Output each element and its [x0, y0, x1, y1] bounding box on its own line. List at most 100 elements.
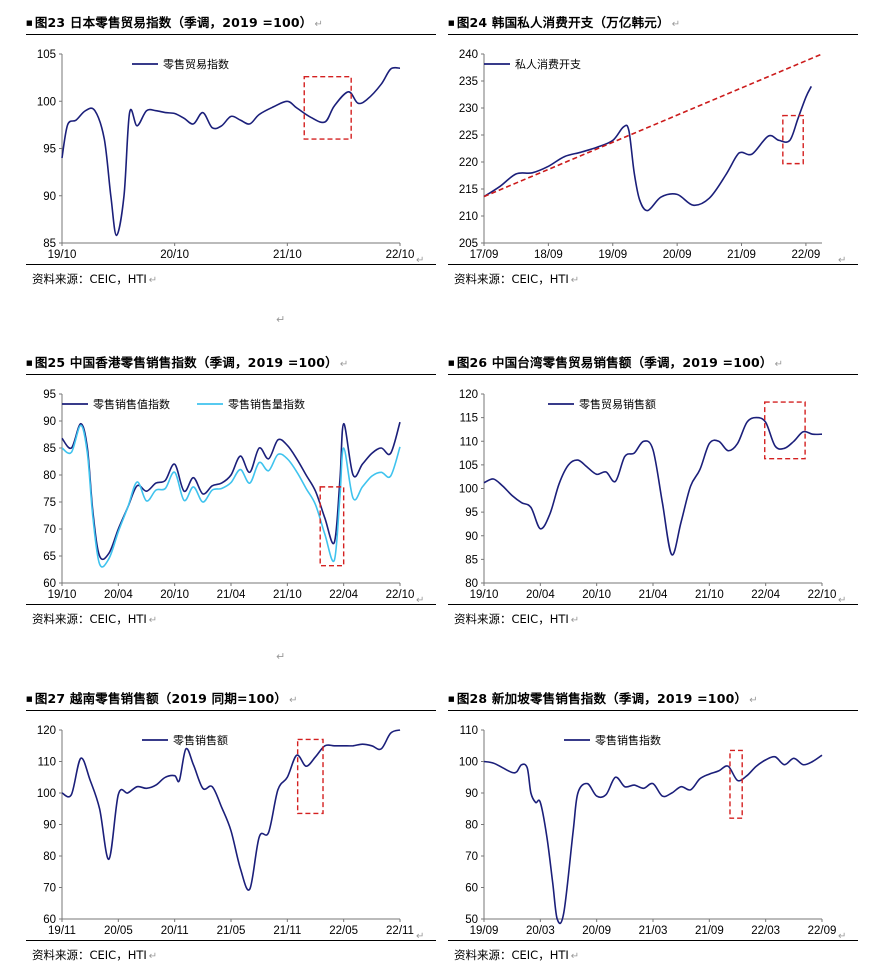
source-note: 资料来源：CEIC，HTI ↵	[32, 948, 158, 962]
legend-label: 零售销售量指数	[228, 397, 305, 411]
x-tick-label: 20/10	[160, 589, 189, 601]
highlight-box	[303, 75, 352, 140]
paragraph-mark: ↵	[416, 255, 424, 264]
panel-footer: 资料来源：CEIC，HTI ↵	[448, 604, 858, 631]
x-tick-label: 22/04	[329, 589, 358, 601]
y-tick-label: 205	[459, 238, 478, 250]
chart-title: 图25 中国香港零售销售指数（季调，2019 =100）↵	[26, 352, 348, 371]
paragraph-mark: ↵	[416, 595, 424, 604]
y-tick-label: 50	[465, 914, 478, 926]
x-tick-label: 21/04	[217, 589, 246, 601]
x-tick-label: 20/09	[582, 925, 611, 937]
x-tick-label: 21/10	[695, 589, 724, 601]
y-tick-label: 115	[460, 413, 478, 425]
y-tick-label: 230	[459, 103, 478, 115]
y-tick-label: 95	[43, 389, 56, 401]
chart-panel-fig27: 图27 越南零售销售额（2019 同期=100）↵ 60 70 80 90 100 110…	[26, 684, 436, 964]
chart-title: 图26 中国台湾零售贸易销售额（季调，2019 =100）↵	[448, 352, 783, 371]
paragraph-mark: ↵	[276, 313, 286, 326]
highlight-box	[319, 486, 345, 567]
y-tick-label: 80	[43, 470, 56, 482]
x-tick-label: 22/04	[751, 589, 780, 601]
y-tick-label: 95	[43, 144, 56, 156]
x-tick-label: 20/11	[161, 925, 189, 937]
x-tick-label: 20/03	[526, 925, 555, 937]
x-tick-label: 19/10	[48, 249, 77, 261]
highlight-box	[296, 738, 324, 815]
panel-header: 图27 越南零售销售额（2019 同期=100）↵	[26, 684, 436, 711]
paragraph-mark: ↵	[416, 931, 424, 940]
x-tick-label: 22/09	[792, 249, 821, 261]
y-tick-label: 105	[459, 460, 478, 472]
chart-title: 图27 越南零售销售额（2019 同期=100）↵	[26, 688, 298, 707]
chart-title: 图23 日本零售贸易指数（季调，2019 =100）↵	[26, 12, 323, 31]
panel-header: 图24 韩国私人消费开支（万亿韩元）↵	[448, 8, 858, 35]
x-tick-label: 22/03	[751, 925, 780, 937]
paragraph-mark: ↵	[838, 255, 846, 264]
series-line-1	[61, 729, 401, 891]
y-tick-label: 65	[43, 551, 56, 563]
y-tick-label: 110	[460, 436, 478, 448]
y-tick-label: 210	[459, 211, 478, 223]
chart-title: 图24 韩国私人消费开支（万亿韩元）↵	[448, 12, 680, 31]
panel-footer: 资料来源：CEIC，HTI ↵	[26, 604, 436, 631]
paragraph-mark: ↵	[838, 595, 846, 604]
y-tick-label: 85	[465, 554, 478, 566]
highlight-box	[764, 401, 806, 460]
x-tick-label: 20/10	[582, 589, 611, 601]
x-tick-label: 19/11	[48, 925, 76, 937]
x-tick-label: 21/11	[273, 925, 301, 937]
series-line-1	[61, 66, 401, 237]
y-tick-label: 60	[43, 578, 56, 590]
source-note: 资料来源：CEIC，HTI ↵	[454, 612, 580, 626]
chart-fig25: 60 65 70 75 80 85 90 95 19/10 20/04 20/10 21/04 21/1…	[43, 389, 424, 604]
y-tick-label: 100	[37, 788, 56, 800]
chart-panel-fig24: 图24 韩国私人消费开支（万亿韩元）↵ 205 210 215 220 225 230 23…	[448, 8, 858, 288]
y-tick-label: 100	[459, 484, 478, 496]
panel-footer: 资料来源：CEIC，HTI ↵	[26, 264, 436, 291]
chart-fig23: 85 90 95 100 105 19/10 20/10 21/10 22/10 ↵ 零售贸易指数	[37, 49, 425, 264]
x-tick-label: 18/09	[534, 249, 563, 261]
x-tick-label: 21/04	[639, 589, 668, 601]
chart-panel-fig26: 图26 中国台湾零售贸易销售额（季调，2019 =100）↵ 80 85 90 95 1…	[448, 348, 858, 628]
y-tick-label: 215	[459, 184, 478, 196]
panel-header: 图25 中国香港零售销售指数（季调，2019 =100）↵	[26, 348, 436, 375]
x-tick-label: 20/10	[160, 249, 189, 261]
x-tick-label: 19/09	[598, 249, 627, 261]
highlight-box	[782, 114, 804, 165]
y-tick-label: 80	[465, 820, 478, 832]
panel-header: 图23 日本零售贸易指数（季调，2019 =100）↵	[26, 8, 436, 35]
paragraph-mark: ↵	[276, 650, 286, 663]
chart-fig24: 205 210 215 220 225 230 235 240 17/09 18/09 19/09 2…	[459, 49, 847, 264]
source-note: 资料来源：CEIC，HTI ↵	[454, 948, 580, 962]
x-tick-label: 22/11	[386, 925, 414, 937]
x-tick-label: 20/04	[104, 589, 133, 601]
paragraph-mark: ↵	[838, 931, 846, 940]
chart-title: 图28 新加坡零售销售指数（季调，2019 =100）↵	[448, 688, 758, 707]
y-tick-label: 120	[459, 389, 478, 401]
trend-line	[483, 53, 823, 198]
panel-header: 图26 中国台湾零售贸易销售额（季调，2019 =100）↵	[448, 348, 858, 375]
x-tick-label: 20/05	[104, 925, 133, 937]
y-tick-label: 85	[43, 443, 56, 455]
y-tick-label: 95	[465, 507, 478, 519]
series-line-1	[483, 86, 813, 212]
legend-label: 零售贸易销售额	[579, 397, 656, 411]
y-tick-label: 80	[465, 578, 478, 590]
x-tick-label: 21/10	[273, 589, 302, 601]
x-tick-label: 22/10	[808, 589, 837, 601]
y-tick-label: 90	[465, 788, 478, 800]
y-tick-label: 75	[43, 497, 56, 509]
y-tick-label: 110	[38, 757, 56, 769]
chart-fig26: 80 85 90 95 100 105 110 115 120 19/10 20/04 20/10 21…	[459, 389, 847, 604]
y-tick-label: 235	[459, 76, 478, 88]
panel-footer: 资料来源：CEIC，HTI ↵	[448, 264, 858, 291]
legend-label: 私人消费开支	[515, 57, 581, 71]
y-tick-label: 240	[459, 49, 478, 61]
y-tick-label: 90	[43, 820, 56, 832]
chart-panel-fig25: 图25 中国香港零售销售指数（季调，2019 =100）↵ 60 65 70 75 80…	[26, 348, 436, 628]
x-tick-label: 22/10	[386, 249, 415, 261]
y-tick-label: 70	[43, 524, 56, 536]
y-tick-label: 60	[465, 883, 478, 895]
x-tick-label: 22/10	[386, 589, 415, 601]
